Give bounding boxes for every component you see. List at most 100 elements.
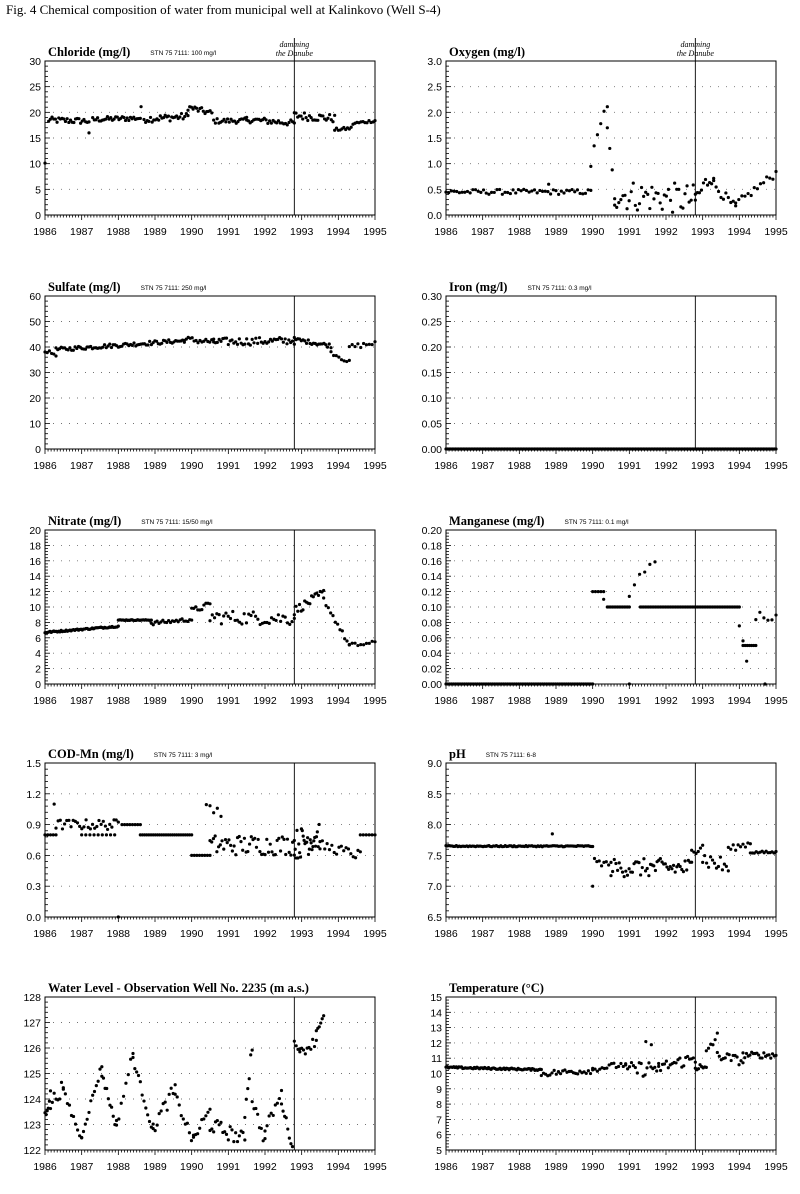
data-point bbox=[716, 864, 721, 869]
data-point bbox=[87, 1110, 91, 1115]
data-point bbox=[81, 1129, 86, 1134]
data-point bbox=[144, 1106, 148, 1110]
chart-title: Water Level - Observation Well No. 2235 … bbox=[48, 981, 309, 995]
x-tick-label: 1989 bbox=[143, 695, 167, 707]
data-point bbox=[356, 848, 360, 852]
data-point bbox=[132, 115, 136, 119]
data-point bbox=[746, 191, 750, 196]
data-point bbox=[94, 1084, 98, 1088]
data-point bbox=[358, 833, 362, 837]
data-point bbox=[645, 866, 649, 871]
data-point bbox=[238, 620, 242, 624]
data-point bbox=[342, 125, 346, 130]
data-point bbox=[63, 1092, 67, 1096]
x-tick-label: 1992 bbox=[253, 460, 277, 472]
data-point bbox=[123, 118, 128, 123]
data-point bbox=[256, 837, 260, 842]
data-point bbox=[370, 833, 374, 837]
data-point bbox=[668, 198, 673, 202]
data-point bbox=[279, 1102, 284, 1106]
data-point bbox=[213, 121, 218, 125]
data-point bbox=[208, 619, 212, 623]
data-point bbox=[653, 560, 657, 564]
data-point bbox=[80, 833, 84, 837]
data-point bbox=[224, 120, 228, 124]
data-point bbox=[311, 1037, 315, 1041]
y-tick-label: 5 bbox=[35, 184, 41, 196]
x-tick-label: 1990 bbox=[581, 460, 605, 472]
data-point bbox=[674, 1061, 678, 1065]
data-point bbox=[200, 853, 204, 858]
data-point bbox=[685, 184, 689, 188]
data-point bbox=[48, 1106, 53, 1111]
data-point bbox=[285, 837, 290, 841]
data-point bbox=[311, 845, 315, 849]
data-point bbox=[130, 343, 134, 347]
y-tick-label: 15 bbox=[430, 992, 442, 1004]
data-point bbox=[311, 595, 315, 599]
data-point bbox=[276, 613, 280, 617]
chart-water_level: 122 123 124 125 126 127 128 1986 1987 1988 1989 199… bbox=[23, 981, 386, 1173]
chart-oxygen: 0.0 0.5 1.0 1.5 2.0 2.5 3.0 1986 1987 1988 1989 199… bbox=[427, 38, 788, 238]
data-point bbox=[305, 840, 309, 844]
data-point bbox=[285, 621, 290, 625]
y-tick-label: 20 bbox=[29, 393, 41, 405]
data-point bbox=[471, 188, 475, 192]
data-point bbox=[342, 849, 346, 853]
data-point bbox=[588, 1071, 593, 1076]
data-point bbox=[687, 200, 691, 204]
y-tick-label: 8 bbox=[35, 617, 41, 629]
x-tick-label: 1988 bbox=[107, 460, 131, 472]
y-tick-label: 8.5 bbox=[427, 789, 442, 801]
data-point bbox=[715, 1031, 719, 1035]
data-point bbox=[287, 850, 291, 854]
data-point bbox=[109, 116, 113, 120]
data-point bbox=[219, 339, 223, 343]
data-point bbox=[308, 838, 312, 842]
data-point bbox=[279, 619, 283, 623]
data-point bbox=[726, 845, 730, 849]
data-point bbox=[755, 187, 759, 191]
y-tick-label: 16 bbox=[29, 556, 41, 568]
data-point bbox=[301, 117, 305, 121]
data-point bbox=[610, 168, 614, 172]
standard-limit-note: STN 75 7111: 100 mg/l bbox=[150, 50, 216, 57]
data-point bbox=[710, 182, 714, 186]
y-tick-label: 2.5 bbox=[427, 82, 442, 94]
event-annotation: damming bbox=[680, 40, 710, 49]
x-tick-label: 1987 bbox=[471, 460, 495, 472]
data-point bbox=[558, 1072, 563, 1076]
data-point bbox=[183, 114, 187, 119]
data-point bbox=[535, 191, 539, 195]
data-point bbox=[247, 1077, 251, 1081]
data-point bbox=[93, 826, 97, 830]
y-tick-label: 6.5 bbox=[427, 912, 442, 924]
data-point bbox=[619, 1061, 623, 1066]
data-point bbox=[593, 1067, 597, 1071]
data-point bbox=[703, 853, 707, 858]
data-point bbox=[573, 190, 577, 194]
data-point bbox=[204, 1114, 208, 1118]
data-point bbox=[468, 191, 472, 195]
data-point bbox=[119, 1101, 123, 1105]
data-point bbox=[364, 641, 369, 646]
data-point bbox=[309, 841, 313, 845]
data-point bbox=[237, 1134, 241, 1138]
x-tick-label: 1986 bbox=[33, 1161, 57, 1173]
data-point bbox=[320, 839, 324, 843]
data-point bbox=[614, 861, 618, 866]
data-point bbox=[524, 188, 529, 193]
data-point bbox=[161, 618, 165, 622]
data-point bbox=[202, 1117, 206, 1121]
data-point bbox=[208, 340, 212, 344]
y-tick-label: 15 bbox=[29, 133, 41, 145]
y-tick-label: 0.0 bbox=[427, 210, 442, 222]
data-point bbox=[613, 203, 617, 207]
data-point bbox=[302, 111, 307, 115]
data-point bbox=[743, 845, 748, 849]
y-tick-label: 20 bbox=[29, 107, 41, 119]
x-tick-label: 1994 bbox=[728, 695, 752, 707]
data-point bbox=[82, 117, 86, 122]
data-point bbox=[339, 844, 343, 848]
data-point bbox=[306, 836, 310, 840]
